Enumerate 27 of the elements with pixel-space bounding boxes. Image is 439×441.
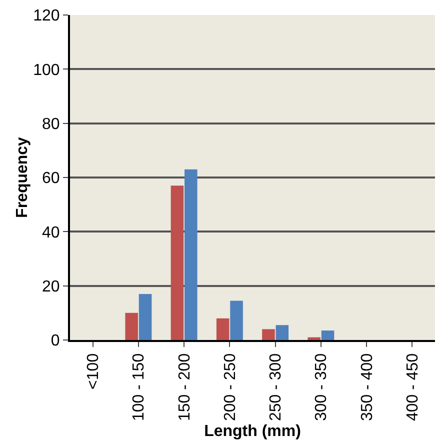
bar	[276, 325, 289, 340]
bar	[230, 300, 243, 340]
bar	[216, 318, 230, 340]
x-tick-label: <100	[85, 353, 102, 390]
y-tick-label: 60	[42, 170, 60, 188]
y-tick-label: 0	[50, 332, 60, 350]
bar	[321, 330, 334, 340]
x-tick-label: 300 - 350	[313, 353, 330, 422]
y-tick-label: 40	[42, 224, 60, 242]
x-tick-label: 100 - 150	[130, 353, 148, 422]
y-tick-label: 120	[33, 8, 60, 25]
x-tick-label: 200 - 250	[222, 353, 239, 422]
bar	[262, 329, 275, 340]
x-tick-label: 250 - 300	[268, 353, 285, 422]
x-tick-label: 150 - 200	[176, 353, 194, 422]
bar	[170, 186, 184, 340]
x-axis-title: Length (mm)	[204, 423, 301, 440]
bar	[308, 337, 320, 340]
x-tick-label: 350 - 400	[358, 353, 376, 422]
bar	[138, 294, 152, 340]
x-tick-label: 400 - 450	[404, 353, 422, 422]
bar	[125, 312, 138, 340]
y-tick-label: 20	[42, 278, 60, 296]
bar	[184, 169, 198, 340]
y-axis-title: Frequency	[14, 136, 31, 218]
y-tick-label: 80	[42, 116, 60, 133]
y-tick-label: 100	[33, 62, 60, 79]
